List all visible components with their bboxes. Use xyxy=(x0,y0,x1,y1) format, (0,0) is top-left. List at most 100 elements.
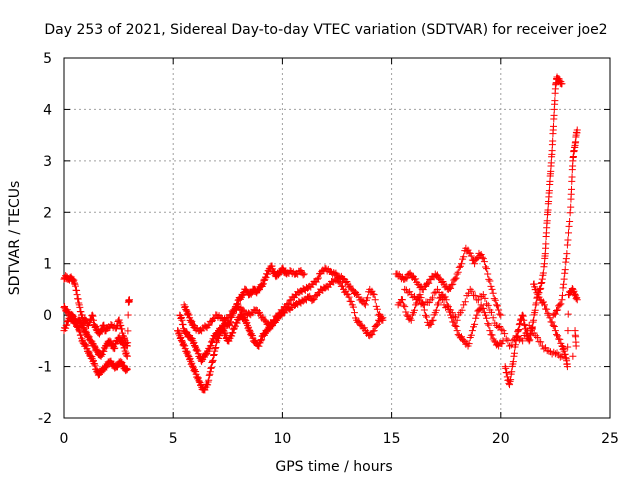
data-point xyxy=(75,327,83,335)
data-point xyxy=(556,301,564,309)
data-point xyxy=(412,295,420,303)
data-point xyxy=(524,335,532,343)
data-point xyxy=(556,353,564,361)
data-point xyxy=(564,327,572,335)
data-point xyxy=(540,301,548,309)
data-point xyxy=(468,287,476,295)
data-point xyxy=(564,343,572,351)
data-point xyxy=(560,275,568,283)
data-point xyxy=(483,265,491,273)
data-point xyxy=(260,276,268,284)
data-point xyxy=(77,308,85,316)
data-point xyxy=(71,280,79,288)
data-point xyxy=(123,352,131,360)
data-point xyxy=(453,270,461,278)
data-point xyxy=(88,311,96,319)
data-point xyxy=(242,320,250,328)
data-point xyxy=(452,274,460,282)
data-point xyxy=(247,331,255,339)
data-point xyxy=(255,342,263,350)
data-point xyxy=(531,306,539,314)
data-point xyxy=(543,217,551,225)
data-point xyxy=(550,322,558,330)
data-point xyxy=(520,320,528,328)
data-point xyxy=(345,293,353,301)
data-point xyxy=(551,310,559,318)
data-point xyxy=(454,268,462,276)
data-point xyxy=(246,327,254,335)
data-point xyxy=(190,367,198,375)
data-point xyxy=(492,301,500,309)
data-point xyxy=(557,300,565,308)
data-point xyxy=(484,320,492,328)
data-point xyxy=(503,369,511,377)
data-point xyxy=(89,312,97,320)
data-point xyxy=(519,337,527,345)
data-point xyxy=(210,352,218,360)
data-point xyxy=(519,311,527,319)
data-point xyxy=(347,298,355,306)
data-point xyxy=(572,295,580,303)
data-point xyxy=(197,356,205,364)
data-point xyxy=(490,295,498,303)
data-point xyxy=(558,296,566,304)
data-point xyxy=(560,347,568,355)
data-point xyxy=(69,277,77,285)
data-point xyxy=(423,313,431,321)
data-point xyxy=(433,301,441,309)
data-point xyxy=(70,279,78,287)
data-point xyxy=(510,349,518,357)
y-axis-label: SDTVAR / TECUs xyxy=(7,181,23,296)
data-point xyxy=(539,269,547,277)
data-point xyxy=(210,350,218,358)
x-tick-label: 15 xyxy=(383,431,401,447)
y-axis: -2 -1 0 1 2 3 4 5 xyxy=(38,51,610,427)
data-point xyxy=(207,341,215,349)
x-tick-label: 25 xyxy=(601,431,619,447)
data-point xyxy=(506,381,514,389)
data-point xyxy=(451,321,459,329)
data-point xyxy=(259,280,267,288)
data-point xyxy=(538,275,546,283)
data-point xyxy=(121,344,129,352)
data-point xyxy=(427,320,435,328)
data-point xyxy=(230,325,238,333)
data-point xyxy=(506,377,514,385)
data-point xyxy=(370,291,378,299)
data-point xyxy=(430,289,438,297)
data-point xyxy=(205,376,213,384)
data-point xyxy=(573,126,581,134)
data-point xyxy=(401,285,409,293)
data-point xyxy=(479,255,487,263)
data-point xyxy=(479,304,487,312)
data-point xyxy=(467,252,475,260)
data-point xyxy=(489,314,497,322)
data-point xyxy=(73,286,81,294)
data-point xyxy=(421,311,429,319)
data-point xyxy=(550,348,558,356)
data-point xyxy=(512,337,520,345)
data-point xyxy=(568,173,576,181)
data-point xyxy=(258,336,266,344)
data-point xyxy=(532,332,540,340)
data-point xyxy=(483,314,491,322)
data-point xyxy=(179,341,187,349)
data-point xyxy=(75,299,83,307)
data-point xyxy=(183,349,191,357)
data-point xyxy=(552,307,560,315)
data-point xyxy=(475,306,483,314)
data-point xyxy=(499,327,507,335)
data-point xyxy=(432,306,440,314)
data-point xyxy=(182,305,190,313)
data-point xyxy=(429,316,437,324)
data-point xyxy=(425,279,433,287)
data-point xyxy=(118,325,126,333)
data-point xyxy=(568,185,576,193)
data-point xyxy=(465,340,473,348)
data-point xyxy=(521,321,529,329)
y-tick-label: 0 xyxy=(43,308,52,324)
y-tick-label: 3 xyxy=(43,154,52,170)
data-point xyxy=(549,321,557,329)
data-point xyxy=(478,253,486,261)
data-point xyxy=(510,352,518,360)
